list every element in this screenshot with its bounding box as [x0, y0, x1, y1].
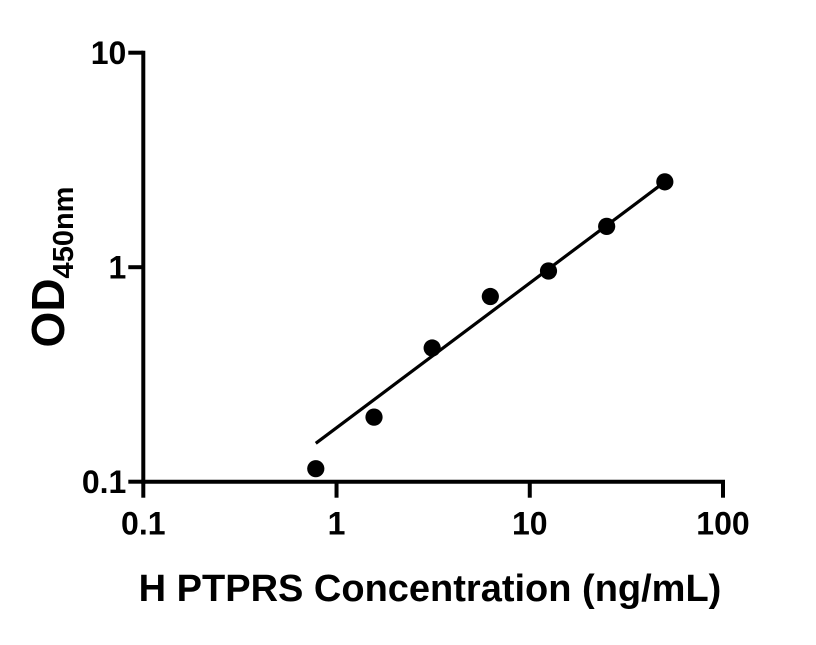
data-point — [598, 217, 616, 235]
data-point — [481, 287, 499, 306]
x-tick-label: 100 — [696, 506, 749, 542]
y-axis-title-subscript: 450nm — [48, 187, 80, 279]
data-point — [423, 339, 441, 357]
y-axis-title-text: OD — [22, 278, 74, 347]
x-axis-title: H PTPRS Concentration (ng/mL) — [139, 568, 722, 610]
y-tick-label: 1 — [109, 250, 127, 286]
x-tick-label: 0.1 — [121, 506, 165, 542]
data-point — [539, 262, 558, 280]
x-tick-label: 10 — [512, 506, 548, 542]
data-series-layer — [307, 173, 674, 478]
y-tick-label: 10 — [91, 35, 127, 71]
axes-layer: 0.1 1 10 100 0.1 1 10 — [82, 35, 750, 542]
data-point — [307, 460, 325, 478]
y-axis-title: OD450nm — [22, 187, 80, 348]
data-point — [365, 408, 383, 426]
data-point — [656, 173, 674, 191]
y-tick-label: 0.1 — [82, 464, 126, 500]
x-tick-label: 1 — [328, 506, 346, 542]
